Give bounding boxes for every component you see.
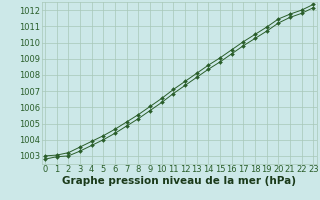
X-axis label: Graphe pression niveau de la mer (hPa): Graphe pression niveau de la mer (hPa) — [62, 176, 296, 186]
